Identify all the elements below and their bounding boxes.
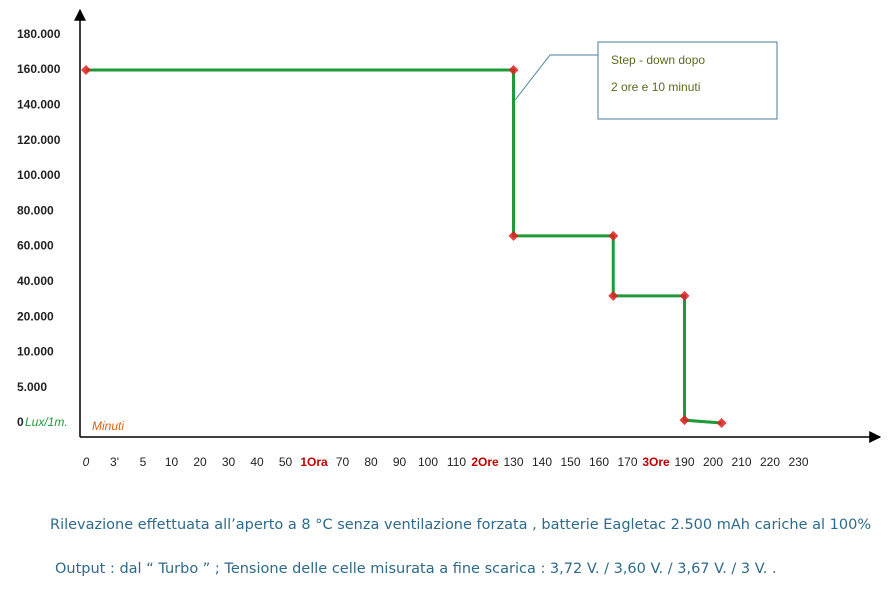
annotation-leader — [511, 54, 598, 105]
y-tick-label: 100.000 — [17, 168, 61, 182]
caption: Output : dal “ Turbo ” ; Tensione delle … — [55, 561, 777, 577]
annotation-box — [597, 41, 778, 120]
x-tick-label: 230 — [788, 455, 808, 469]
x-tick-label: 0 — [83, 455, 90, 469]
x-tick-label: 50 — [279, 455, 293, 469]
marker — [81, 65, 91, 75]
annotation-text: 2 ore e 10 minuti — [611, 80, 700, 94]
line — [86, 68, 722, 425]
annotation-text: Step - down dopo — [611, 53, 705, 67]
y-axis-label: Lux/1m. — [25, 415, 68, 429]
x-tick-label: 210 — [731, 455, 751, 469]
y-tick-label: 80.000 — [17, 203, 54, 217]
y-tick-label: 20.000 — [17, 309, 54, 323]
x-tick-label: 150 — [560, 455, 580, 469]
marker — [716, 418, 727, 428]
y-tick-label: 0 — [17, 415, 24, 429]
x-tick-label: 200 — [703, 455, 723, 469]
x-tick-label: 5 — [140, 455, 147, 469]
x-tick-label: 70 — [336, 455, 350, 469]
x-tick-label: 110 — [447, 455, 466, 469]
y-tick-label: 140.000 — [17, 97, 61, 111]
x-tick-label: 2Ore — [471, 455, 499, 469]
x-tick-label: 20 — [193, 455, 207, 469]
x-tick-label: 100 — [418, 455, 438, 469]
y-tick-label: 180.000 — [17, 27, 61, 41]
x-tick-label: 190 — [674, 455, 694, 469]
x-tick-label: 80 — [364, 455, 378, 469]
x-tick-label: 40 — [250, 455, 264, 469]
x-tick-label: 10 — [165, 455, 179, 469]
y-tick-label: 40.000 — [17, 274, 54, 288]
x-tick-label: 170 — [617, 455, 637, 469]
y-tick-label: 160.000 — [17, 62, 61, 76]
x-tick-label: 3Ore — [642, 455, 670, 469]
x-tick-label: 1Ora — [300, 455, 328, 469]
y-tick-label: 5.000 — [17, 380, 47, 394]
x-tick-label: 140 — [532, 455, 552, 469]
y-tick-label: 120.000 — [17, 133, 61, 147]
y-tick-label: 10.000 — [17, 345, 54, 359]
marker — [508, 65, 519, 75]
marker — [679, 290, 690, 301]
y-tick-label: 60.000 — [17, 239, 54, 253]
x-axis-label: Minuti — [92, 419, 124, 433]
x-tick-label: 90 — [393, 455, 407, 469]
marker — [508, 230, 519, 241]
x-tick-label: 30 — [222, 455, 236, 469]
x-tick-label: 130 — [503, 455, 523, 469]
marker — [608, 290, 619, 301]
marker — [679, 415, 690, 426]
caption: Rilevazione effettuata all’aperto a 8 °C… — [50, 517, 871, 533]
marker — [608, 230, 619, 241]
x-tick-label: 220 — [760, 455, 780, 469]
x-tick-label: 160 — [589, 455, 609, 469]
x-tick-label: 3' — [110, 455, 119, 469]
